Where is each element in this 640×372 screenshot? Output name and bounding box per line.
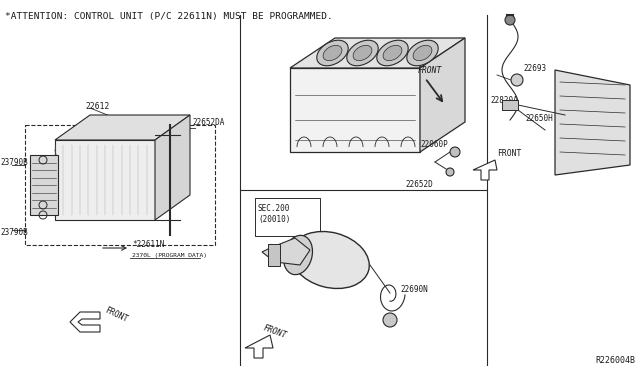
Circle shape: [511, 74, 523, 86]
Circle shape: [446, 168, 454, 176]
Polygon shape: [473, 160, 497, 180]
Bar: [502, 100, 518, 110]
Circle shape: [450, 147, 460, 157]
Text: 22690N: 22690N: [400, 285, 428, 295]
Text: FRONT: FRONT: [418, 66, 442, 75]
Ellipse shape: [383, 45, 402, 61]
Ellipse shape: [377, 40, 408, 66]
Ellipse shape: [347, 40, 378, 66]
Text: FRONT: FRONT: [103, 306, 129, 324]
Ellipse shape: [407, 40, 438, 66]
Ellipse shape: [413, 45, 432, 61]
Text: 22820A: 22820A: [490, 96, 518, 105]
Text: 22612: 22612: [85, 102, 109, 111]
Text: 22652D: 22652D: [405, 180, 433, 189]
Polygon shape: [555, 70, 630, 175]
Polygon shape: [245, 335, 273, 358]
Polygon shape: [70, 312, 100, 332]
Circle shape: [383, 313, 397, 327]
Text: 22650H: 22650H: [525, 113, 553, 122]
Ellipse shape: [323, 45, 342, 61]
Text: 23790B: 23790B: [0, 228, 28, 237]
Ellipse shape: [353, 45, 372, 61]
Text: 22693: 22693: [523, 64, 546, 73]
Polygon shape: [290, 38, 465, 68]
Polygon shape: [262, 238, 310, 265]
Text: 2370L (PROGRAM DATA): 2370L (PROGRAM DATA): [132, 253, 207, 259]
Text: SEC.200: SEC.200: [258, 204, 291, 213]
Polygon shape: [420, 38, 465, 152]
Text: *ATTENTION: CONTROL UNIT (P/C 22611N) MUST BE PROGRAMMED.: *ATTENTION: CONTROL UNIT (P/C 22611N) MU…: [5, 12, 333, 21]
Bar: [255, 198, 320, 236]
Bar: [30, 155, 58, 215]
Polygon shape: [155, 115, 190, 220]
Text: *22611N: *22611N: [132, 240, 164, 248]
Text: FRONT: FRONT: [497, 149, 522, 158]
Polygon shape: [55, 140, 155, 220]
Text: 23790B: 23790B: [0, 157, 28, 167]
Circle shape: [505, 15, 515, 25]
Text: 22652DA: 22652DA: [192, 118, 225, 126]
Ellipse shape: [284, 235, 312, 275]
Ellipse shape: [317, 40, 348, 66]
Text: 22060P: 22060P: [420, 140, 448, 148]
Bar: [268, 244, 280, 266]
Text: (20010): (20010): [258, 215, 291, 224]
Ellipse shape: [291, 231, 369, 289]
Polygon shape: [290, 68, 420, 152]
Text: R226004B: R226004B: [595, 356, 635, 365]
Text: FRONT: FRONT: [262, 323, 288, 340]
Polygon shape: [55, 115, 190, 140]
